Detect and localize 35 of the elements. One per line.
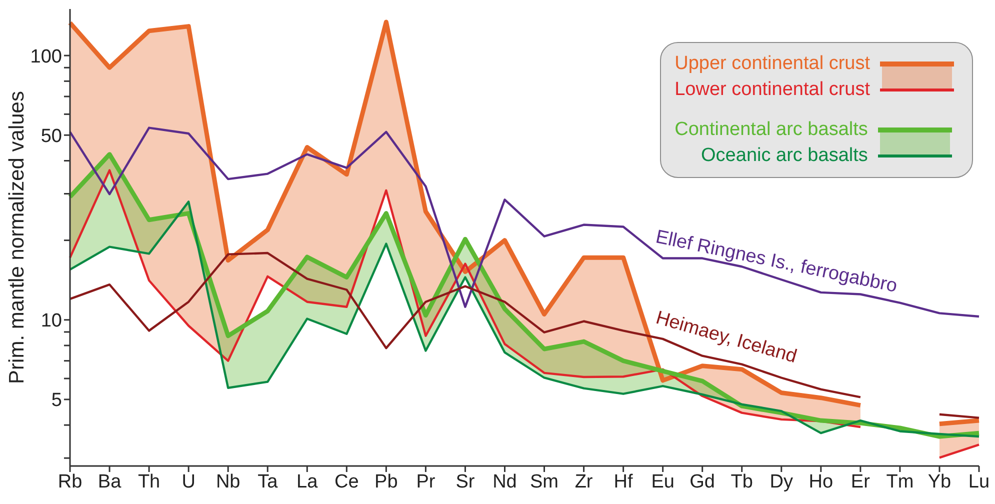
x-tick-label: Sm — [530, 471, 559, 492]
x-tick-label: Tb — [730, 471, 753, 492]
x-tick-label: Dy — [770, 471, 794, 492]
x-tick-label: Sr — [456, 471, 476, 492]
x-tick-label: U — [182, 471, 196, 492]
y-tick-label: 10 — [40, 310, 62, 332]
x-tick-label: La — [296, 471, 318, 492]
x-tick-label: Ba — [98, 471, 122, 492]
y-tick-label: 100 — [30, 46, 62, 68]
x-tick-label: Lu — [968, 471, 990, 492]
x-tick-label: Nb — [216, 471, 240, 492]
x-tick-label: Gd — [690, 471, 716, 492]
x-tick-label: Pb — [374, 471, 398, 492]
x-tick-label: Th — [138, 471, 160, 492]
x-tick-label: Hf — [614, 471, 634, 492]
legend-label: Oceanic arc basalts — [700, 144, 868, 168]
text: Ellef Ringnes Is., ferrogabbro — [654, 226, 900, 298]
x-tick-label: Yb — [928, 471, 952, 492]
line-series — [68, 200, 980, 438]
legend-label: Continental arc basalts — [674, 118, 868, 142]
x-tick-label: Rb — [58, 471, 82, 492]
x-tick-label: Zr — [574, 471, 594, 492]
y-tick-label: 50 — [40, 126, 62, 147]
x-tick-label: Nd — [492, 471, 517, 492]
x-tick-label: Ce — [334, 471, 359, 492]
x-tick-label: Eu — [651, 471, 674, 492]
y-axis-title: Prim. mantle normalized values — [5, 91, 28, 384]
x-tick-label: Tm — [886, 471, 914, 492]
x-tick-label: Ta — [258, 471, 278, 492]
y-tick-label: 5 — [51, 390, 62, 412]
x-tick-label: Ho — [808, 471, 834, 492]
x-tick-label: Pr — [416, 471, 436, 492]
legend-label: Lower continental crust — [674, 78, 870, 102]
x-tick-label: Er — [850, 471, 871, 492]
legend-label: Upper continental crust — [674, 52, 870, 76]
